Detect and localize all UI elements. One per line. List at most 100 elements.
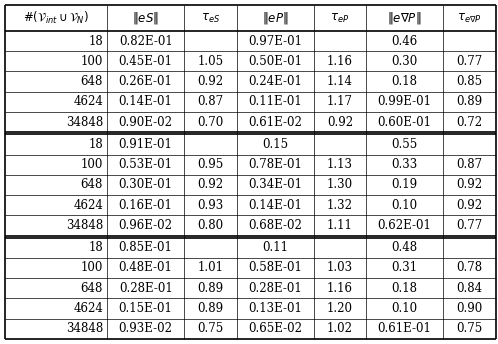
Text: 0.85E-01: 0.85E-01: [119, 241, 173, 254]
Text: 0.75: 0.75: [456, 322, 483, 335]
Text: 0.18: 0.18: [391, 282, 418, 295]
Text: 0.99E-01: 0.99E-01: [377, 95, 432, 108]
Text: 0.33: 0.33: [391, 158, 418, 171]
Text: 0.53E-01: 0.53E-01: [119, 158, 173, 171]
Text: 1.05: 1.05: [197, 55, 224, 68]
Text: 1.01: 1.01: [197, 261, 224, 275]
Text: 0.82E-01: 0.82E-01: [119, 35, 172, 47]
Text: 0.15: 0.15: [262, 138, 288, 151]
Text: 18: 18: [88, 138, 103, 151]
Text: 1.30: 1.30: [327, 179, 353, 191]
Text: 1.32: 1.32: [327, 198, 353, 212]
Text: 0.62E-01: 0.62E-01: [377, 219, 432, 232]
Text: 0.77: 0.77: [456, 219, 483, 232]
Text: 34848: 34848: [66, 219, 103, 232]
Text: $\|eP\|$: $\|eP\|$: [262, 10, 288, 26]
Text: 0.91E-01: 0.91E-01: [119, 138, 173, 151]
Text: 1.17: 1.17: [327, 95, 353, 108]
Text: 0.96E-02: 0.96E-02: [119, 219, 173, 232]
Text: 0.24E-01: 0.24E-01: [248, 75, 302, 88]
Text: 0.28E-01: 0.28E-01: [249, 282, 302, 295]
Text: 0.34E-01: 0.34E-01: [248, 179, 302, 191]
Text: 1.03: 1.03: [327, 261, 353, 275]
Text: 1.16: 1.16: [327, 282, 353, 295]
Text: 100: 100: [81, 261, 103, 275]
Text: 0.92: 0.92: [197, 179, 224, 191]
Text: 0.15E-01: 0.15E-01: [119, 302, 173, 315]
Text: 648: 648: [81, 75, 103, 88]
Text: 1.13: 1.13: [327, 158, 353, 171]
Text: $\tau_{eP}$: $\tau_{eP}$: [330, 12, 350, 25]
Text: 0.92: 0.92: [456, 198, 483, 212]
Text: 0.58E-01: 0.58E-01: [248, 261, 302, 275]
Text: 0.14E-01: 0.14E-01: [119, 95, 173, 108]
Text: 0.92: 0.92: [327, 116, 353, 129]
Text: 0.55: 0.55: [391, 138, 418, 151]
Text: 0.11E-01: 0.11E-01: [249, 95, 302, 108]
Text: 1.20: 1.20: [327, 302, 353, 315]
Text: 0.80: 0.80: [197, 219, 224, 232]
Text: 0.93E-02: 0.93E-02: [119, 322, 173, 335]
Text: 18: 18: [88, 35, 103, 47]
Text: 0.89: 0.89: [197, 282, 224, 295]
Text: 0.90E-02: 0.90E-02: [119, 116, 173, 129]
Text: 18: 18: [88, 241, 103, 254]
Text: 648: 648: [81, 282, 103, 295]
Text: 0.85: 0.85: [456, 75, 483, 88]
Text: 0.10: 0.10: [391, 198, 418, 212]
Text: 0.84: 0.84: [456, 282, 483, 295]
Text: 0.89: 0.89: [456, 95, 483, 108]
Text: 0.10: 0.10: [391, 302, 418, 315]
Text: 0.65E-02: 0.65E-02: [248, 322, 302, 335]
Text: 0.75: 0.75: [197, 322, 224, 335]
Text: 100: 100: [81, 55, 103, 68]
Text: 1.14: 1.14: [327, 75, 353, 88]
Text: 0.68E-02: 0.68E-02: [248, 219, 302, 232]
Text: 4624: 4624: [73, 198, 103, 212]
Text: 648: 648: [81, 179, 103, 191]
Text: 0.95: 0.95: [197, 158, 224, 171]
Text: 34848: 34848: [66, 322, 103, 335]
Text: 0.48: 0.48: [391, 241, 418, 254]
Text: 1.02: 1.02: [327, 322, 353, 335]
Text: 0.46: 0.46: [391, 35, 418, 47]
Text: 1.16: 1.16: [327, 55, 353, 68]
Text: 4624: 4624: [73, 95, 103, 108]
Text: 0.61E-01: 0.61E-01: [377, 322, 432, 335]
Text: 0.92: 0.92: [197, 75, 224, 88]
Text: 0.70: 0.70: [197, 116, 224, 129]
Text: 0.18: 0.18: [391, 75, 418, 88]
Text: 0.28E-01: 0.28E-01: [119, 282, 172, 295]
Text: 4624: 4624: [73, 302, 103, 315]
Text: 0.78E-01: 0.78E-01: [248, 158, 302, 171]
Text: 0.93: 0.93: [197, 198, 224, 212]
Text: 0.60E-01: 0.60E-01: [377, 116, 432, 129]
Text: $\|eS\|$: $\|eS\|$: [132, 10, 159, 26]
Text: $\tau_{eS}$: $\tau_{eS}$: [201, 12, 220, 25]
Text: 0.48E-01: 0.48E-01: [119, 261, 173, 275]
Text: 0.13E-01: 0.13E-01: [248, 302, 302, 315]
Text: 0.72: 0.72: [456, 116, 483, 129]
Text: 0.90: 0.90: [456, 302, 483, 315]
Text: 0.45E-01: 0.45E-01: [119, 55, 173, 68]
Text: 0.89: 0.89: [197, 302, 224, 315]
Text: 0.19: 0.19: [391, 179, 418, 191]
Text: 0.16E-01: 0.16E-01: [119, 198, 173, 212]
Text: 0.50E-01: 0.50E-01: [248, 55, 302, 68]
Text: 0.92: 0.92: [456, 179, 483, 191]
Text: 1.11: 1.11: [327, 219, 353, 232]
Text: 100: 100: [81, 158, 103, 171]
Text: $\#(\mathcal{V}_{int} \cup \mathcal{V}_N)$: $\#(\mathcal{V}_{int} \cup \mathcal{V}_N…: [23, 10, 89, 26]
Text: 0.11: 0.11: [262, 241, 288, 254]
Text: $\|e\nabla P\|$: $\|e\nabla P\|$: [387, 10, 422, 26]
Text: 34848: 34848: [66, 116, 103, 129]
Text: 0.30: 0.30: [391, 55, 418, 68]
Text: 0.30E-01: 0.30E-01: [119, 179, 173, 191]
Text: 0.31: 0.31: [391, 261, 418, 275]
Text: 0.87: 0.87: [456, 158, 483, 171]
Text: 0.87: 0.87: [197, 95, 224, 108]
Text: 0.61E-02: 0.61E-02: [248, 116, 302, 129]
Text: 0.26E-01: 0.26E-01: [119, 75, 173, 88]
Text: 0.77: 0.77: [456, 55, 483, 68]
Text: 0.78: 0.78: [456, 261, 483, 275]
